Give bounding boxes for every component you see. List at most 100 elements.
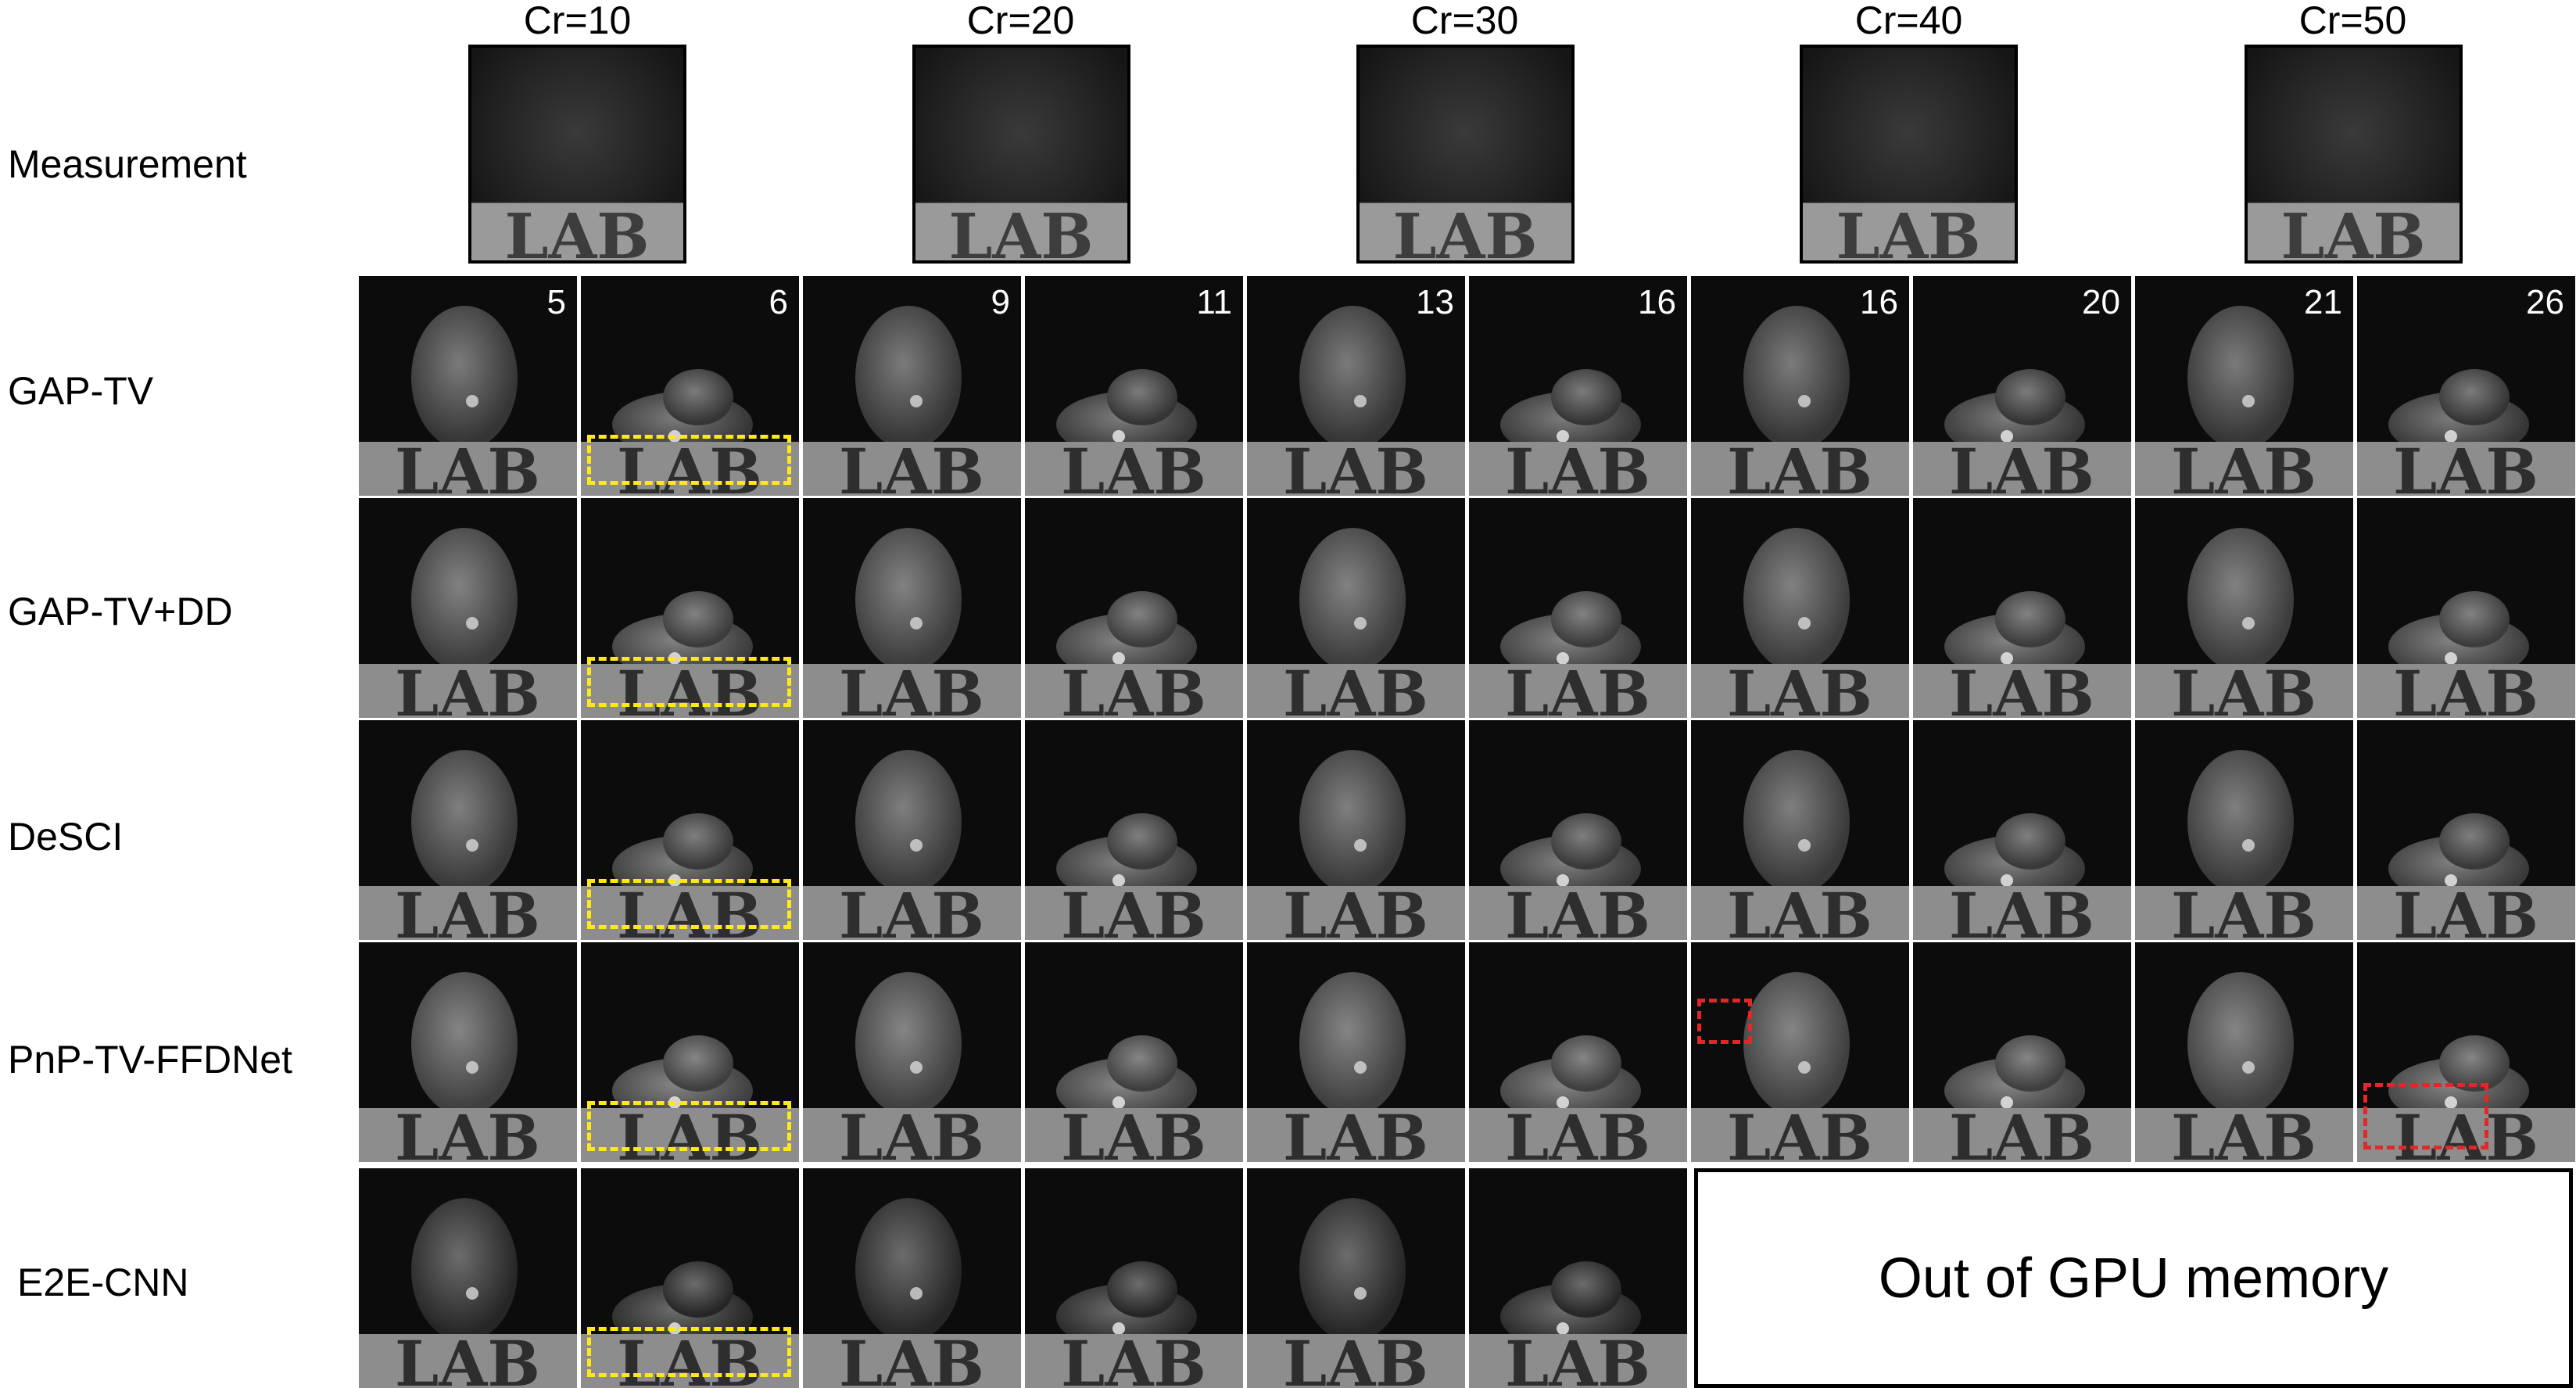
svg-text:LAB: LAB — [395, 1327, 540, 1388]
measurement-image: LAB — [1356, 45, 1575, 264]
svg-text:LAB: LAB — [2171, 435, 2316, 496]
gap-tv-frame-6: LAB 16 — [1469, 276, 1687, 496]
svg-text:LAB: LAB — [1061, 879, 1206, 940]
pnp-tv-ffdnet-frame-4: LAB — [1025, 942, 1243, 1162]
pnp-tv-ffdnet-frame-9: LAB — [2135, 942, 2353, 1162]
svg-text:LAB: LAB — [395, 1101, 540, 1162]
svg-text:LAB: LAB — [1727, 657, 1872, 718]
cr-header-4: Cr=40 — [1854, 0, 1963, 42]
svg-text:LAB: LAB — [1392, 199, 1537, 260]
svg-text:LAB: LAB — [1727, 1101, 1872, 1162]
svg-text:LAB: LAB — [1727, 435, 1872, 496]
gap-tv-frame-5: LAB 13 — [1247, 276, 1465, 496]
measurement-image: LAB — [2245, 45, 2463, 264]
cr-header-2: Cr=20 — [966, 0, 1075, 42]
highlight-box-yellow — [587, 1101, 791, 1151]
gap-tv-dd-frame-1: LAB — [359, 498, 577, 718]
svg-text:LAB: LAB — [1949, 657, 2094, 718]
svg-text:LAB: LAB — [1505, 879, 1650, 940]
row-label-gap-tv-dd: GAP-TV+DD — [8, 590, 233, 633]
frame-number: 13 — [1416, 283, 1454, 321]
desci-frame-5: LAB — [1247, 720, 1465, 940]
frame-number: 11 — [1196, 283, 1232, 321]
svg-text:LAB: LAB — [1061, 1101, 1206, 1162]
svg-text:LAB: LAB — [1505, 1101, 1650, 1162]
measurement-image: LAB — [1800, 45, 2018, 264]
cr-header-5: Cr=50 — [2298, 0, 2407, 42]
desci-frame-6: LAB — [1469, 720, 1687, 940]
svg-text:LAB: LAB — [1949, 879, 2094, 940]
desci-frame-2: LAB — [581, 720, 799, 940]
frame-number: 6 — [769, 283, 788, 321]
svg-text:LAB: LAB — [1505, 657, 1650, 718]
row-label-gap-tv: GAP-TV — [8, 369, 154, 413]
highlight-box-red — [1697, 999, 1752, 1044]
e2e-cnn-frame-4: LAB — [1025, 1168, 1243, 1388]
pnp-tv-ffdnet-frame-2: LAB — [581, 942, 799, 1162]
cr-header-3: Cr=30 — [1410, 0, 1519, 42]
svg-text:LAB: LAB — [2393, 1101, 2538, 1162]
desci-frame-3: LAB — [803, 720, 1021, 940]
frame-number: 16 — [1638, 283, 1676, 321]
measurement-image: LAB — [468, 45, 686, 264]
pnp-tv-ffdnet-frame-5: LAB — [1247, 942, 1465, 1162]
cr-header-1: Cr=10 — [523, 0, 632, 42]
svg-text:LAB: LAB — [2393, 879, 2538, 940]
gap-tv-dd-frame-4: LAB — [1025, 498, 1243, 718]
pnp-tv-ffdnet-frame-3: LAB — [803, 942, 1021, 1162]
svg-text:LAB: LAB — [839, 879, 984, 940]
svg-text:LAB: LAB — [1505, 1327, 1650, 1388]
svg-text:LAB: LAB — [504, 199, 649, 260]
pnp-tv-ffdnet-frame-10: LAB — [2357, 942, 2575, 1162]
gap-tv-frame-9: LAB 21 — [2135, 276, 2353, 496]
gap-tv-dd-frame-3: LAB — [803, 498, 1021, 718]
gap-tv-frame-7: LAB 16 — [1691, 276, 1909, 496]
gap-tv-dd-frame-9: LAB — [2135, 498, 2353, 718]
gap-tv-frame-3: LAB 9 — [803, 276, 1021, 496]
svg-text:LAB: LAB — [839, 657, 984, 718]
e2e-cnn-frame-1: LAB — [359, 1168, 577, 1388]
svg-text:LAB: LAB — [839, 1101, 984, 1162]
svg-text:LAB: LAB — [839, 1327, 984, 1388]
highlight-box-yellow — [587, 435, 791, 485]
gap-tv-dd-frame-5: LAB — [1247, 498, 1465, 718]
e2e-cnn-frame-2: LAB — [581, 1168, 799, 1388]
svg-text:LAB: LAB — [948, 199, 1093, 260]
pnp-tv-ffdnet-frame-1: LAB — [359, 942, 577, 1162]
gpu-memory-notice: Out of GPU memory — [1694, 1168, 2573, 1388]
row-label-pnp-tv-ffdnet: PnP-TV-FFDNet — [8, 1038, 292, 1081]
frame-number: 26 — [2526, 283, 2564, 321]
frame-number: 21 — [2304, 283, 2342, 321]
pnp-tv-ffdnet-frame-7: LAB — [1691, 942, 1909, 1162]
frame-number: 16 — [1860, 283, 1898, 321]
svg-text:LAB: LAB — [1949, 435, 2094, 496]
svg-text:LAB: LAB — [2393, 657, 2538, 718]
svg-text:LAB: LAB — [2171, 879, 2316, 940]
row-label-e2e-cnn: E2E-CNN — [17, 1261, 189, 1304]
desci-frame-9: LAB — [2135, 720, 2353, 940]
svg-text:LAB: LAB — [617, 657, 762, 718]
svg-text:LAB: LAB — [1949, 1101, 2094, 1162]
highlight-box-yellow — [587, 879, 791, 929]
svg-text:LAB: LAB — [2171, 1101, 2316, 1162]
svg-text:LAB: LAB — [395, 879, 540, 940]
svg-text:LAB: LAB — [395, 657, 540, 718]
pnp-tv-ffdnet-frame-8: LAB — [1913, 942, 2131, 1162]
frame-number: 20 — [2082, 283, 2120, 321]
svg-text:LAB: LAB — [617, 879, 762, 940]
desci-frame-1: LAB — [359, 720, 577, 940]
svg-text:LAB: LAB — [617, 435, 762, 496]
svg-text:LAB: LAB — [1061, 1327, 1206, 1388]
gap-tv-dd-frame-7: LAB — [1691, 498, 1909, 718]
frame-number: 9 — [991, 283, 1010, 321]
svg-text:LAB: LAB — [1727, 879, 1872, 940]
e2e-cnn-frame-5: LAB — [1247, 1168, 1465, 1388]
row-label-desci: DeSCI — [8, 815, 124, 859]
svg-text:LAB: LAB — [839, 435, 984, 496]
pnp-tv-ffdnet-frame-6: LAB — [1469, 942, 1687, 1162]
svg-text:LAB: LAB — [617, 1327, 762, 1388]
svg-text:LAB: LAB — [1283, 1101, 1428, 1162]
gap-tv-frame-4: LAB 11 — [1025, 276, 1243, 496]
svg-text:LAB: LAB — [395, 435, 540, 496]
gap-tv-dd-frame-8: LAB — [1913, 498, 2131, 718]
